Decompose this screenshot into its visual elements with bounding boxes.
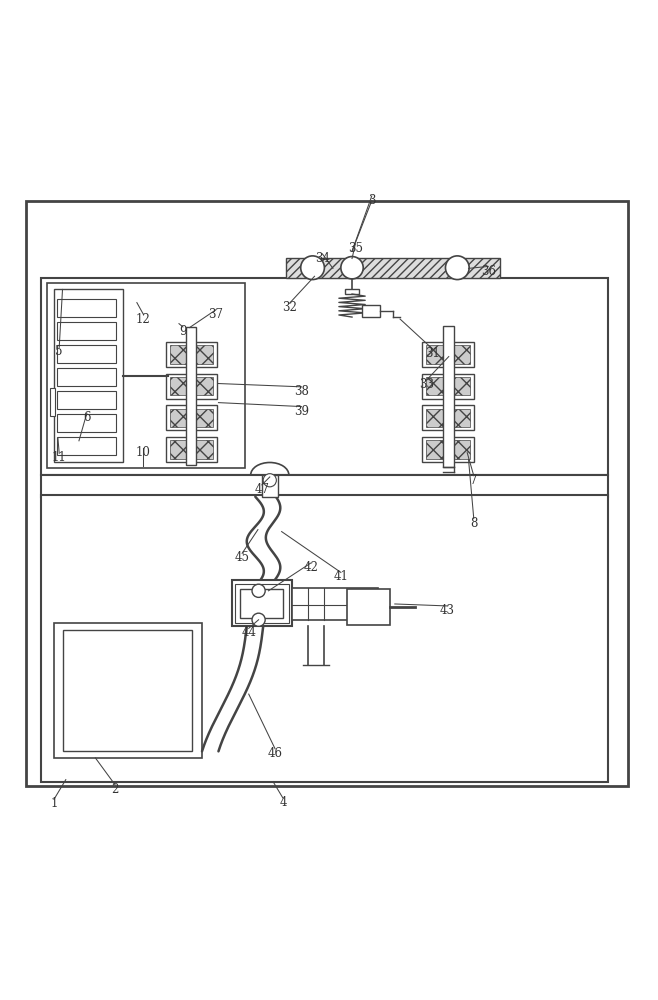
Bar [232,580,292,626]
Bar [426,409,470,427]
Bar [426,377,470,395]
Bar [57,368,116,386]
Bar [362,305,380,317]
Bar [186,327,196,465]
Text: 43: 43 [440,604,455,617]
Text: 47: 47 [255,483,269,496]
Text: 37: 37 [209,308,223,321]
Text: 9: 9 [179,325,187,338]
Text: 11: 11 [52,451,66,464]
Bar [422,437,474,462]
Bar [54,289,123,462]
Text: 6: 6 [83,411,91,424]
Bar [170,440,213,459]
Text: 12: 12 [136,313,151,326]
Text: 32: 32 [282,301,297,314]
Text: 7: 7 [470,474,478,487]
Bar [170,345,213,364]
Bar [57,437,116,455]
Bar [41,495,608,782]
Bar [345,289,359,294]
Bar [50,388,55,416]
Bar [347,589,390,625]
Bar [166,437,217,462]
Text: 8: 8 [470,517,478,530]
Text: 5: 5 [55,345,63,358]
Bar [426,440,470,459]
Text: 1: 1 [50,797,58,810]
Text: 35: 35 [348,242,363,255]
Bar [57,414,116,432]
Text: 39: 39 [294,405,309,418]
Bar [422,342,474,367]
Text: 10: 10 [136,446,151,459]
Circle shape [445,256,469,280]
Text: 42: 42 [303,561,318,574]
Text: 36: 36 [481,265,495,278]
Bar [57,322,116,340]
Bar [166,405,217,430]
Bar [235,584,289,623]
Bar [426,345,470,364]
Circle shape [263,474,276,487]
Bar [286,258,500,278]
Bar [57,345,116,363]
Bar [57,299,116,317]
Text: 4: 4 [279,796,287,809]
Bar [240,589,283,618]
Bar [63,630,192,751]
Bar [170,409,213,427]
Text: 33: 33 [419,378,434,391]
Bar [166,342,217,367]
Bar [47,283,245,468]
Text: 45: 45 [235,551,249,564]
Bar [26,201,628,786]
Text: 38: 38 [294,385,309,398]
Text: 2: 2 [111,783,119,796]
Bar [170,377,213,395]
Bar [166,374,217,399]
Text: 3: 3 [368,194,376,207]
Bar [292,588,378,620]
Text: 34: 34 [315,252,330,265]
Circle shape [301,256,324,280]
Bar [422,405,474,430]
Text: 44: 44 [241,626,256,639]
Bar [443,326,454,467]
Circle shape [341,257,363,279]
Bar [262,475,278,497]
Bar [54,623,202,758]
Circle shape [252,613,265,626]
Bar [57,391,116,409]
Circle shape [252,584,265,597]
Text: 31: 31 [426,347,440,360]
Bar [41,475,608,497]
Text: 41: 41 [334,570,348,583]
Bar [422,374,474,399]
Text: 46: 46 [268,747,282,760]
Bar [41,278,608,475]
